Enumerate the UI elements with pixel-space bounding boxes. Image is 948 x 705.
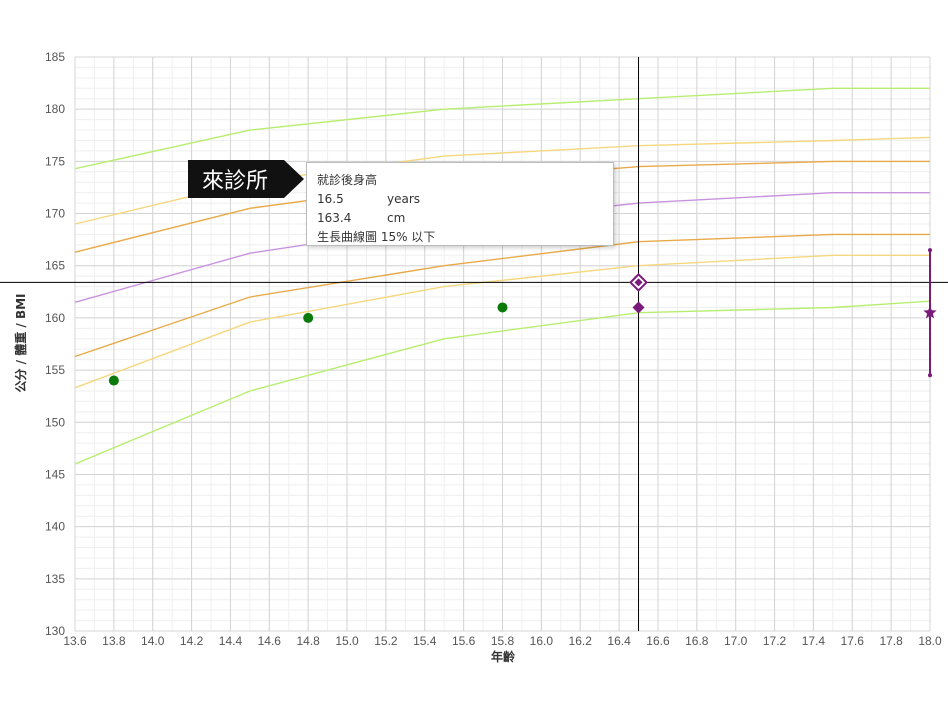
x-tick-label: 14.2 (180, 634, 204, 648)
measurement-points[interactable] (108, 248, 937, 386)
percentile-curve (74, 300, 931, 465)
x-tick-label: 16.4 (607, 634, 631, 648)
y-axis-title: 公分 / 體重 / BMI (13, 293, 28, 392)
target-height-range-bottom (928, 373, 932, 378)
x-tick-label: 16.0 (530, 634, 554, 648)
y-tick-label: 165 (45, 259, 65, 273)
x-tick-label: 15.6 (452, 634, 476, 648)
x-tick-label: 15.8 (491, 634, 515, 648)
x-axis-title: 年齡 (491, 649, 515, 664)
x-tick-label: 17.6 (841, 634, 865, 648)
crosshair (0, 57, 948, 631)
source-tag: 來診所 (188, 160, 304, 198)
y-tick-label: 155 (45, 363, 65, 377)
y-tick-label: 135 (45, 572, 65, 586)
data-tooltip: 就診後身高 16.5 years 163.4 cm 生長曲線圖 15% 以下 (306, 162, 614, 246)
x-tick-label: 17.0 (724, 634, 748, 648)
measurement-point[interactable] (497, 302, 508, 313)
y-tick-label: 130 (45, 624, 65, 638)
measurement-point[interactable] (303, 312, 314, 323)
tooltip-title-row: 就診後身高 (317, 171, 613, 190)
percentile-curve (74, 233, 930, 358)
x-tick-label: 18.0 (918, 634, 942, 648)
y-tick-label: 185 (45, 50, 65, 64)
grid-major (74, 56, 931, 632)
y-tick-labels: 130 135 140 145 150 155 160 165 170 175 180 185 (45, 50, 65, 638)
x-tick-label: 15.2 (374, 634, 398, 648)
tooltip-height-value: 163.4 (317, 211, 352, 225)
x-tick-label: 14.6 (258, 634, 282, 648)
tooltip-age-row: 16.5 years (317, 190, 613, 209)
y-tick-label: 160 (45, 311, 65, 325)
x-tick-label: 16.6 (646, 634, 670, 648)
x-tick-label: 17.8 (879, 634, 903, 648)
x-tick-label: 15.0 (335, 634, 359, 648)
x-tick-labels: 13.6 13.8 14.0 14.2 14.4 14.6 14.8 15.0 15.2 15.4… (63, 634, 942, 648)
tooltip-height-unit: cm (387, 211, 406, 225)
tooltip-age-value: 16.5 (317, 192, 344, 206)
x-tick-label: 14.0 (141, 634, 165, 648)
source-tag-label: 來診所 (202, 169, 269, 194)
target-height-star[interactable] (923, 305, 937, 319)
y-tick-label: 170 (45, 207, 65, 221)
y-tick-label: 145 (45, 467, 65, 481)
visit-point-diamond[interactable] (632, 301, 645, 314)
x-tick-label: 16.2 (569, 634, 593, 648)
x-tick-label: 13.8 (102, 634, 126, 648)
tooltip-percentile-text: 生長曲線圖 15% 以下 (317, 230, 436, 244)
target-height-range-top (928, 248, 932, 253)
y-tick-label: 175 (45, 154, 65, 168)
y-tick-label: 150 (45, 415, 65, 429)
tooltip-title: 就診後身高 (317, 173, 378, 187)
x-tick-label: 13.6 (63, 634, 87, 648)
x-tick-label: 15.4 (413, 634, 437, 648)
percentile-curve (74, 254, 930, 389)
x-tick-label: 14.8 (297, 634, 321, 648)
x-tick-label: 16.8 (685, 634, 709, 648)
percentile-curve (74, 87, 930, 170)
tooltip-height-row: 163.4 cm (317, 209, 613, 228)
y-tick-label: 180 (45, 102, 65, 116)
x-tick-label: 17.2 (763, 634, 787, 648)
post-visit-height-diamond-core (634, 278, 643, 287)
x-tick-label: 14.4 (219, 634, 243, 648)
tooltip-percentile-row: 生長曲線圖 15% 以下 (317, 228, 613, 247)
y-tick-label: 140 (45, 520, 65, 534)
measurement-point[interactable] (108, 375, 119, 386)
tooltip-age-unit: years (387, 192, 421, 206)
x-tick-label: 17.4 (802, 634, 826, 648)
